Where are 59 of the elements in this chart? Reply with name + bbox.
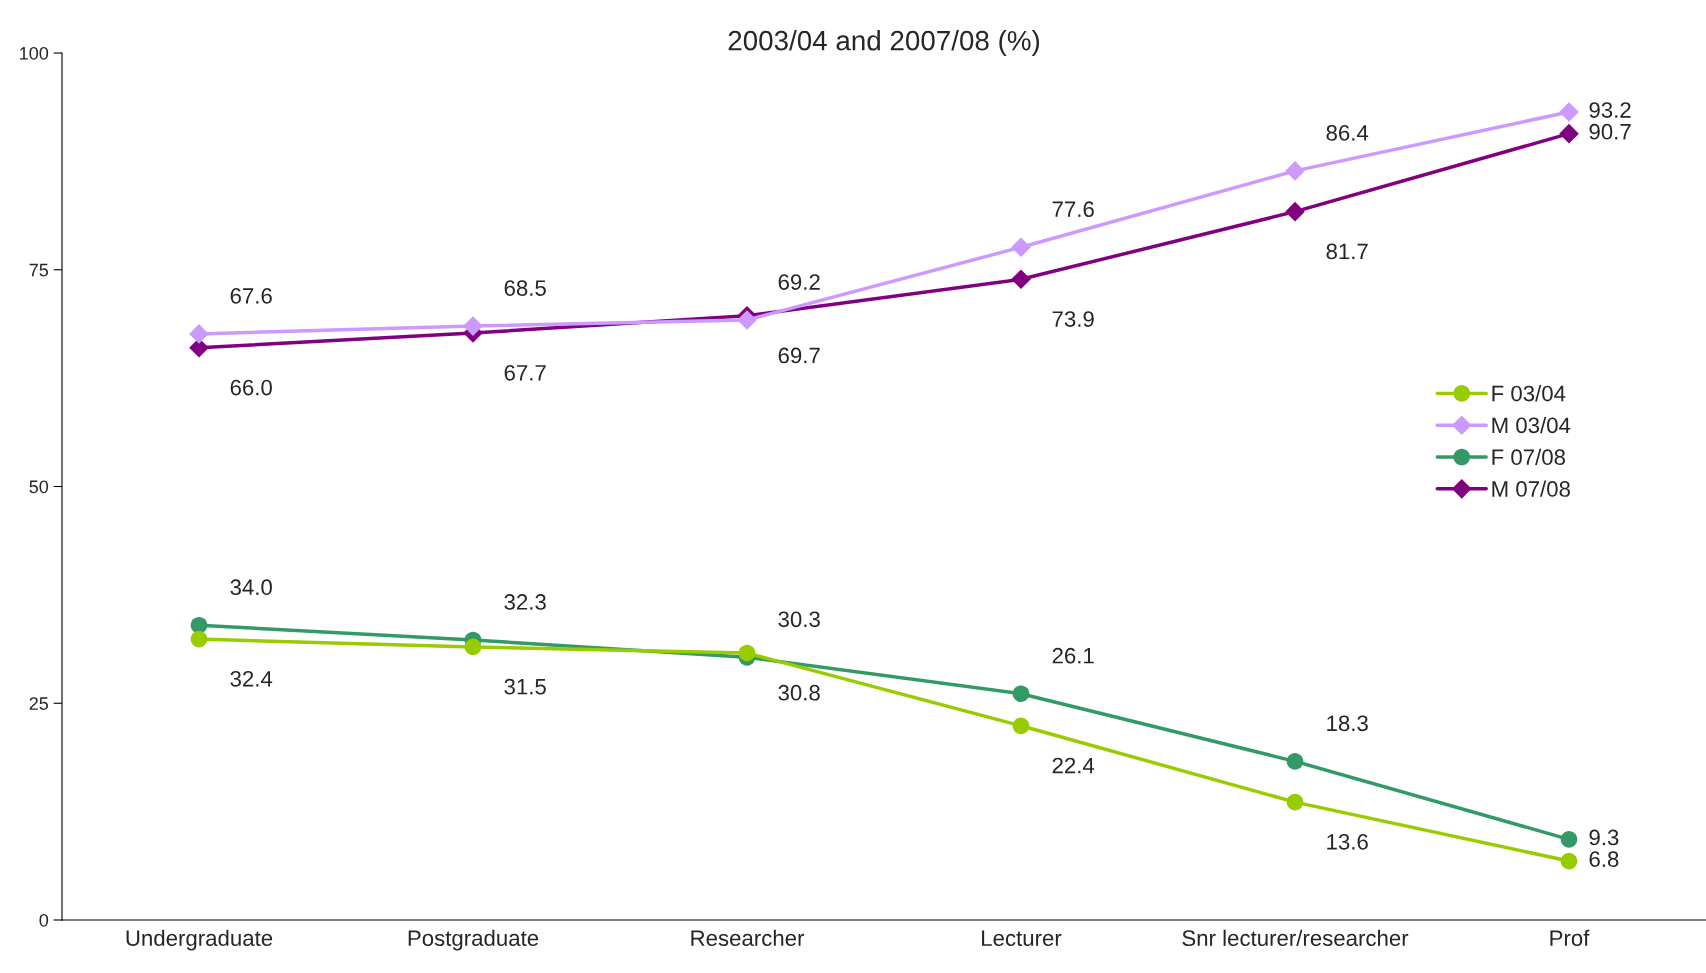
legend-label: F 03/04 xyxy=(1492,385,1566,402)
data-label: 67.7 xyxy=(504,364,546,381)
point xyxy=(190,630,208,648)
point xyxy=(1286,793,1304,811)
legend-label: M 03/04 xyxy=(1492,416,1571,434)
data-label: 9.3 xyxy=(1589,829,1619,846)
y-tick-label: 25 xyxy=(29,697,49,710)
point xyxy=(738,644,756,662)
point xyxy=(189,324,209,344)
data-label: 22.4 xyxy=(1052,757,1095,774)
point xyxy=(1559,102,1579,122)
data-label: 81.7 xyxy=(1326,243,1368,260)
data-label: 67.6 xyxy=(230,288,272,304)
point xyxy=(1285,161,1305,181)
point xyxy=(1560,852,1578,870)
data-label: 31.5 xyxy=(504,678,546,695)
point xyxy=(1559,123,1579,144)
y-tick-label: 50 xyxy=(29,480,49,494)
x-tick-label: Snr lecturer/researcher xyxy=(1182,929,1409,947)
y-tick-label: 0 xyxy=(39,913,49,927)
chart-title: 2003/04 and 2007/08 (%) xyxy=(728,30,1040,56)
y-tick-label: 100 xyxy=(20,46,49,60)
data-label: 93.2 xyxy=(1589,102,1631,118)
data-label: 6.8 xyxy=(1589,851,1619,868)
data-label: 32.4 xyxy=(230,670,273,687)
point xyxy=(1286,753,1304,770)
point xyxy=(190,616,208,634)
data-label: 30.3 xyxy=(778,611,820,628)
point xyxy=(464,638,482,656)
data-label: 69.7 xyxy=(778,347,820,364)
legend-label: F 07/08 xyxy=(1492,448,1566,466)
data-label: 90.7 xyxy=(1589,123,1631,140)
legend-label: M 07/08 xyxy=(1492,480,1570,497)
point xyxy=(737,310,757,330)
data-label: 77.6 xyxy=(1052,201,1094,218)
data-label: 30.8 xyxy=(778,684,820,701)
point xyxy=(1012,685,1030,703)
data-label: 13.6 xyxy=(1327,833,1368,850)
data-label: 18.3 xyxy=(1327,715,1368,732)
data-label: 66.0 xyxy=(230,379,272,396)
data-label: 73.9 xyxy=(1052,311,1094,327)
x-tick-label: Prof xyxy=(1550,929,1590,947)
y-tick-label: 75 xyxy=(29,263,49,277)
x-tick-label: Postgraduate xyxy=(408,929,539,951)
x-tick-label: Researcher xyxy=(691,929,805,947)
data-label: 32.3 xyxy=(504,594,546,610)
data-label: 34.0 xyxy=(230,579,272,596)
data-label: 69.2 xyxy=(778,274,820,290)
point xyxy=(1012,717,1030,735)
point xyxy=(1285,201,1305,222)
data-label: 86.4 xyxy=(1326,125,1369,141)
point xyxy=(1560,831,1578,848)
data-label: 68.5 xyxy=(504,280,546,296)
point xyxy=(1011,269,1031,290)
point xyxy=(1011,237,1031,258)
x-tick-label: Undergraduate xyxy=(126,929,273,951)
data-label: 26.1 xyxy=(1052,647,1094,664)
x-tick-label: Lecturer xyxy=(982,930,1062,947)
point xyxy=(463,316,483,336)
